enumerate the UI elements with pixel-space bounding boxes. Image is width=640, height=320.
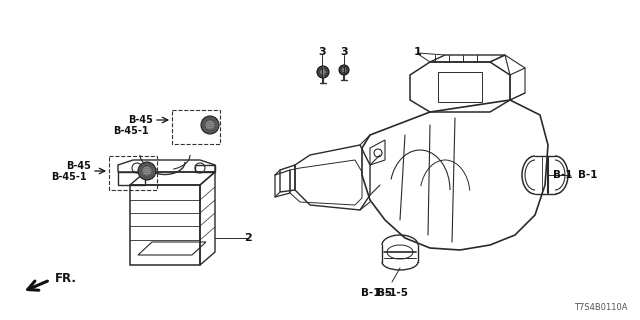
Text: FR.: FR. [55,271,77,284]
Text: T7S4B0110A: T7S4B0110A [575,303,628,312]
Text: 3: 3 [318,47,326,57]
Text: B-45: B-45 [66,161,91,171]
Circle shape [317,66,329,78]
Circle shape [320,69,326,75]
Text: B-45-1: B-45-1 [51,172,87,182]
Circle shape [138,162,156,180]
Circle shape [201,116,219,134]
Text: B-1: B-1 [552,170,572,180]
Text: B-45-1: B-45-1 [113,126,149,136]
Circle shape [142,166,152,176]
Circle shape [339,65,349,75]
Text: 2: 2 [244,233,252,243]
Text: B-1-5: B-1-5 [361,288,392,298]
Text: B-45: B-45 [128,115,153,125]
Circle shape [205,120,215,130]
Text: B-1: B-1 [578,170,598,180]
Text: B-1-5: B-1-5 [376,288,408,298]
Text: 1: 1 [414,47,422,57]
Text: 3: 3 [340,47,348,57]
Circle shape [341,67,347,73]
